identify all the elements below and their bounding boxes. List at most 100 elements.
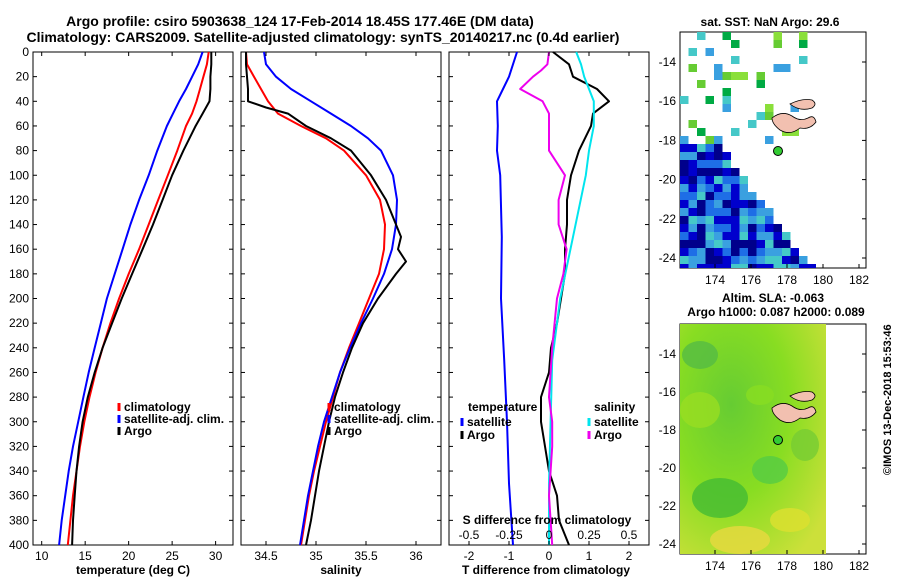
x-tick-label: 35 xyxy=(309,549,323,563)
sst-pixel xyxy=(714,168,723,176)
depth-tick-label: 200 xyxy=(9,292,29,306)
sst-pixel xyxy=(722,104,731,112)
temperature-legend: climatology satellite-adj. clim. Argo xyxy=(117,400,224,438)
sst-pixel xyxy=(765,104,774,112)
sst-pixel xyxy=(748,232,757,240)
legend-label-t-argo: Argo xyxy=(467,428,495,442)
sst-pixel xyxy=(739,240,748,248)
island-viti-levu xyxy=(771,403,817,423)
sst-pixel xyxy=(739,264,748,268)
sst-pixel xyxy=(756,256,765,264)
sst-pixel xyxy=(688,144,697,152)
sst-pixel xyxy=(731,72,740,80)
series-line-argo xyxy=(71,52,213,546)
sst-pixel xyxy=(688,248,697,256)
sst-pixel xyxy=(731,128,740,136)
sst-pixel xyxy=(680,200,689,208)
sst-pixel xyxy=(722,264,731,268)
sst-pixel xyxy=(773,64,782,72)
sst-pixel xyxy=(799,256,808,264)
x-tick-label: 34.5 xyxy=(254,549,278,563)
sst-pixel xyxy=(756,72,765,80)
map-y-tick-label: -20 xyxy=(659,173,677,187)
sst-pixel xyxy=(714,192,723,200)
sst-pixel xyxy=(790,248,799,256)
sst-pixel xyxy=(705,184,714,192)
sst-pixel xyxy=(714,176,723,184)
sla-anomaly-blob xyxy=(752,456,788,484)
sst-pixel xyxy=(722,176,731,184)
island-viti-levu xyxy=(771,113,817,133)
sst-pixel xyxy=(756,248,765,256)
map-y-tick-label: -18 xyxy=(659,133,677,147)
sst-map: sat. SST: NaN Argo: 29.6 -14 -16 -18 -20 -22… xyxy=(659,15,870,287)
map-x-tick-label: 178 xyxy=(777,559,797,573)
sst-pixel xyxy=(705,160,714,168)
sst-pixel xyxy=(731,192,740,200)
top-tick-label: -0.25 xyxy=(495,528,523,542)
sst-pixel xyxy=(680,152,689,160)
sst-pixel xyxy=(705,232,714,240)
sst-pixel xyxy=(680,208,689,216)
sst-pixel xyxy=(756,112,765,120)
sst-pixel xyxy=(739,200,748,208)
sst-pixel xyxy=(756,80,765,88)
sst-pixel xyxy=(748,192,757,200)
depth-tick-label: 280 xyxy=(9,390,29,404)
x-tick-label: 10 xyxy=(35,549,49,563)
sst-pixel xyxy=(799,264,808,268)
map-y-tick-label: -16 xyxy=(659,94,677,108)
sst-pixel xyxy=(722,32,731,40)
sst-pixel xyxy=(731,200,740,208)
sst-pixel xyxy=(773,32,782,40)
x-tick-label: 35.5 xyxy=(354,549,378,563)
depth-tick-label: 400 xyxy=(9,538,29,552)
sla-anomaly-blob xyxy=(682,341,718,369)
depth-tick-label: 180 xyxy=(9,267,29,281)
sst-pixel xyxy=(697,208,706,216)
sst-pixel xyxy=(697,128,706,136)
top-tick-label: 0.25 xyxy=(577,528,601,542)
sla-anomaly-blob xyxy=(791,429,819,461)
sst-pixel xyxy=(722,256,731,264)
sst-pixel xyxy=(731,264,740,268)
sst-pixel xyxy=(722,184,731,192)
title-line-2: Climatology: CARS2009. Satellite-adjuste… xyxy=(27,29,620,45)
sst-pixel xyxy=(697,168,706,176)
sst-pixel xyxy=(765,208,774,216)
sst-pixel xyxy=(688,208,697,216)
sst-pixel xyxy=(697,32,706,40)
legend-label-argo: Argo xyxy=(124,424,152,438)
top-tick-label: -0.5 xyxy=(459,528,480,542)
series-line-satellite-adj-clim- xyxy=(58,51,204,546)
sst-pixel xyxy=(756,240,765,248)
x-tick-label: -1 xyxy=(504,549,515,563)
depth-tick-label: 20 xyxy=(16,70,30,84)
series-line-salinity-argo xyxy=(519,51,568,546)
sst-pixel xyxy=(688,232,697,240)
x-tick-label: 36 xyxy=(409,549,423,563)
sst-pixel xyxy=(697,264,706,268)
argo-float-marker xyxy=(773,435,783,445)
sst-pixel xyxy=(688,152,697,160)
sst-pixel xyxy=(688,200,697,208)
sst-pixel xyxy=(680,184,689,192)
sst-pixel xyxy=(739,224,748,232)
sst-pixel xyxy=(748,264,757,268)
sst-pixel xyxy=(773,240,782,248)
sst-pixel xyxy=(731,208,740,216)
depth-tick-label: 360 xyxy=(9,489,29,503)
sst-pixel xyxy=(697,144,706,152)
sst-pixel xyxy=(748,216,757,224)
depth-tick-label: 80 xyxy=(16,144,30,158)
sst-pixel xyxy=(705,200,714,208)
sst-pixel xyxy=(756,224,765,232)
map-y-tick-label: -22 xyxy=(659,499,677,513)
sst-pixel xyxy=(722,224,731,232)
sst-pixel xyxy=(790,264,799,268)
depth-tick-label: 260 xyxy=(9,365,29,379)
sst-pixel xyxy=(688,216,697,224)
sst-pixel xyxy=(688,264,697,268)
legend-label-satellite: satellite-adj. clim. xyxy=(334,412,434,426)
